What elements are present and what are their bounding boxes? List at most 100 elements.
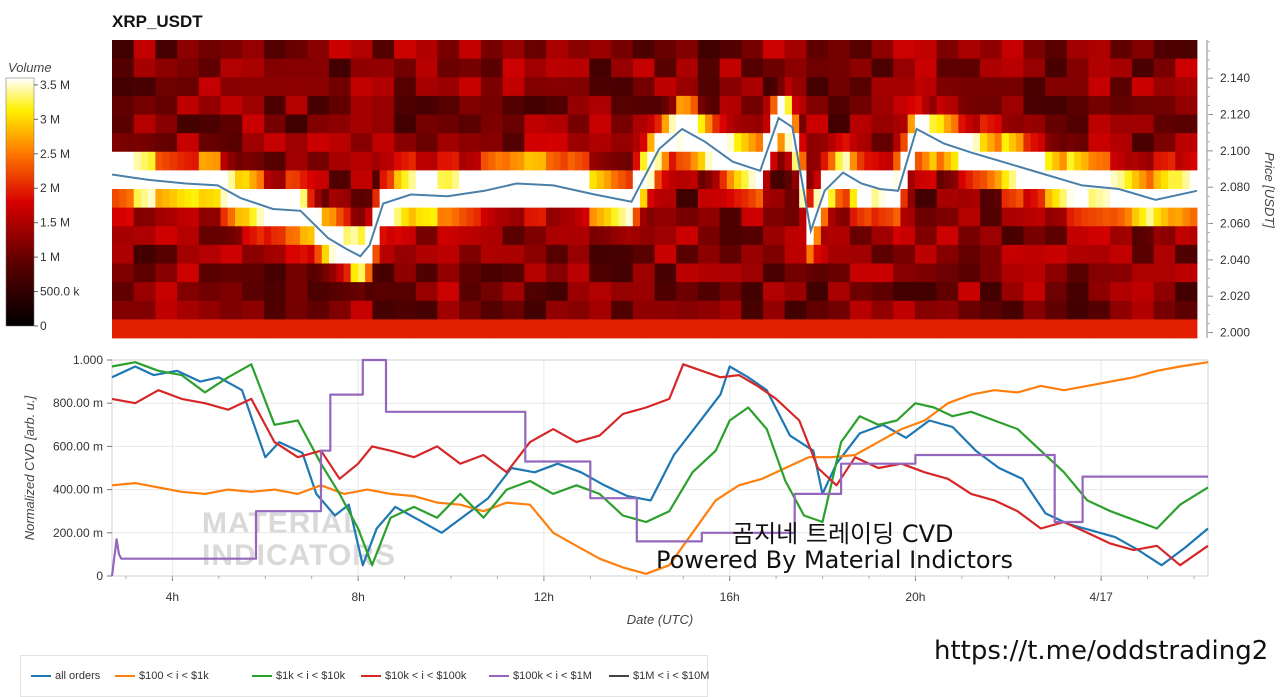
heatmap-cell <box>372 40 381 60</box>
heatmap-cell <box>220 282 229 302</box>
heatmap-cell <box>379 189 388 209</box>
heatmap-cell <box>133 133 142 153</box>
heatmap-cell <box>444 58 453 78</box>
heatmap-cell <box>560 282 569 302</box>
heatmap-cell <box>148 77 156 97</box>
heatmap-cell <box>654 170 663 190</box>
heatmap-cell <box>589 114 598 134</box>
heatmap-cell <box>567 244 576 264</box>
heatmap-cell <box>126 282 135 302</box>
heatmap-cell <box>857 207 865 227</box>
heatmap-cell <box>987 189 995 209</box>
heatmap-cell <box>502 207 511 227</box>
heatmap-cell <box>112 244 120 264</box>
heatmap-cell <box>618 151 626 171</box>
heatmap-cell <box>683 114 692 134</box>
heatmap-cell <box>1052 40 1060 60</box>
heatmap-cell <box>271 300 279 320</box>
heatmap-cell <box>849 77 858 97</box>
heatmap-cell <box>914 300 923 320</box>
heatmap-cell <box>321 300 330 320</box>
legend-swatch <box>31 675 51 678</box>
heatmap-cell <box>791 263 800 283</box>
heatmap-cell <box>1066 300 1075 320</box>
heatmap-cell <box>227 300 236 320</box>
heatmap-cell <box>394 77 402 97</box>
legend-item[interactable]: $1k < i < $10k <box>252 670 345 684</box>
heatmap-cell <box>502 95 511 115</box>
heatmap-cell <box>1023 77 1032 97</box>
heatmap-cell <box>488 151 496 171</box>
heatmap-cell <box>582 133 590 153</box>
heatmap-cell <box>1102 151 1111 171</box>
heatmap-cell <box>980 170 988 190</box>
heatmap-cell <box>394 170 402 190</box>
heatmap-cell <box>531 189 540 209</box>
heatmap-cell <box>379 114 388 134</box>
heatmap-cell <box>1189 170 1198 190</box>
heatmap-cell <box>603 244 612 264</box>
heatmap-cell <box>560 207 569 227</box>
heatmap-cell <box>842 151 851 171</box>
heatmap-cell <box>567 319 576 339</box>
heatmap-cell <box>726 40 735 60</box>
heatmap-cell <box>951 189 959 209</box>
heatmap-cell <box>285 226 294 246</box>
heatmap-cell <box>415 282 424 302</box>
heatmap-cell <box>394 58 402 78</box>
heatmap-cell <box>965 170 974 190</box>
heatmap-cell <box>553 151 561 171</box>
heatmap-cell <box>394 114 402 134</box>
heatmap-cell <box>849 40 858 60</box>
telegram-link[interactable]: https://t.me/oddstrading2 <box>934 636 1269 666</box>
heatmap-cell <box>242 133 250 153</box>
heatmap-cell <box>589 263 598 283</box>
heatmap-cell <box>546 207 554 227</box>
colorbar-tick-label: 500.0 k <box>40 285 80 299</box>
legend-item[interactable]: $1M < i < $10M <box>609 670 709 684</box>
heatmap-cell <box>980 300 988 320</box>
heatmap-cell <box>1146 95 1154 115</box>
legend-item[interactable]: $10k < i < $100k <box>361 670 466 684</box>
heatmap-cell <box>1081 58 1089 78</box>
heatmap-cell <box>329 263 337 283</box>
heatmap-cell <box>567 151 576 171</box>
heatmap-cell <box>227 226 236 246</box>
heatmap-cell <box>263 263 272 283</box>
legend-item[interactable]: all orders <box>31 670 100 684</box>
heatmap-cell <box>365 226 373 246</box>
heatmap-cell <box>1124 263 1133 283</box>
heatmap-cell <box>437 170 446 190</box>
heatmap-cell <box>430 58 438 78</box>
heatmap-cell <box>126 263 135 283</box>
heatmap-cell <box>893 263 901 283</box>
heatmap-cell <box>148 207 156 227</box>
heatmap-cell <box>885 133 894 153</box>
legend-item[interactable]: $100k < i < $1M <box>489 670 592 684</box>
heatmap-cell <box>531 170 540 190</box>
heatmap-cell <box>517 300 525 320</box>
heatmap-cell <box>271 189 279 209</box>
heatmap-cell <box>914 40 923 60</box>
legend-item[interactable]: $100 < i < $1k <box>115 670 209 684</box>
heatmap-cell <box>799 300 807 320</box>
heatmap-cell <box>234 95 243 115</box>
heatmap-cell <box>459 319 467 339</box>
heatmap-cell <box>864 300 872 320</box>
heatmap-cell <box>509 319 518 339</box>
heatmap-cell <box>922 226 930 246</box>
heatmap-cell <box>350 189 359 209</box>
heatmap-cell <box>386 170 395 190</box>
heatmap-cell <box>1139 189 1147 209</box>
heatmap-cell <box>177 319 185 339</box>
heatmap-cell <box>169 263 178 283</box>
heatmap-cell <box>791 207 800 227</box>
heatmap-cell <box>329 189 337 209</box>
heatmap-cell <box>357 40 366 60</box>
heatmap-cell <box>697 77 706 97</box>
heatmap-cell <box>784 263 793 283</box>
heatmap-cell <box>1016 95 1024 115</box>
heatmap-cell <box>1160 170 1169 190</box>
heatmap-cell <box>719 226 728 246</box>
heatmap-cell <box>647 40 655 60</box>
